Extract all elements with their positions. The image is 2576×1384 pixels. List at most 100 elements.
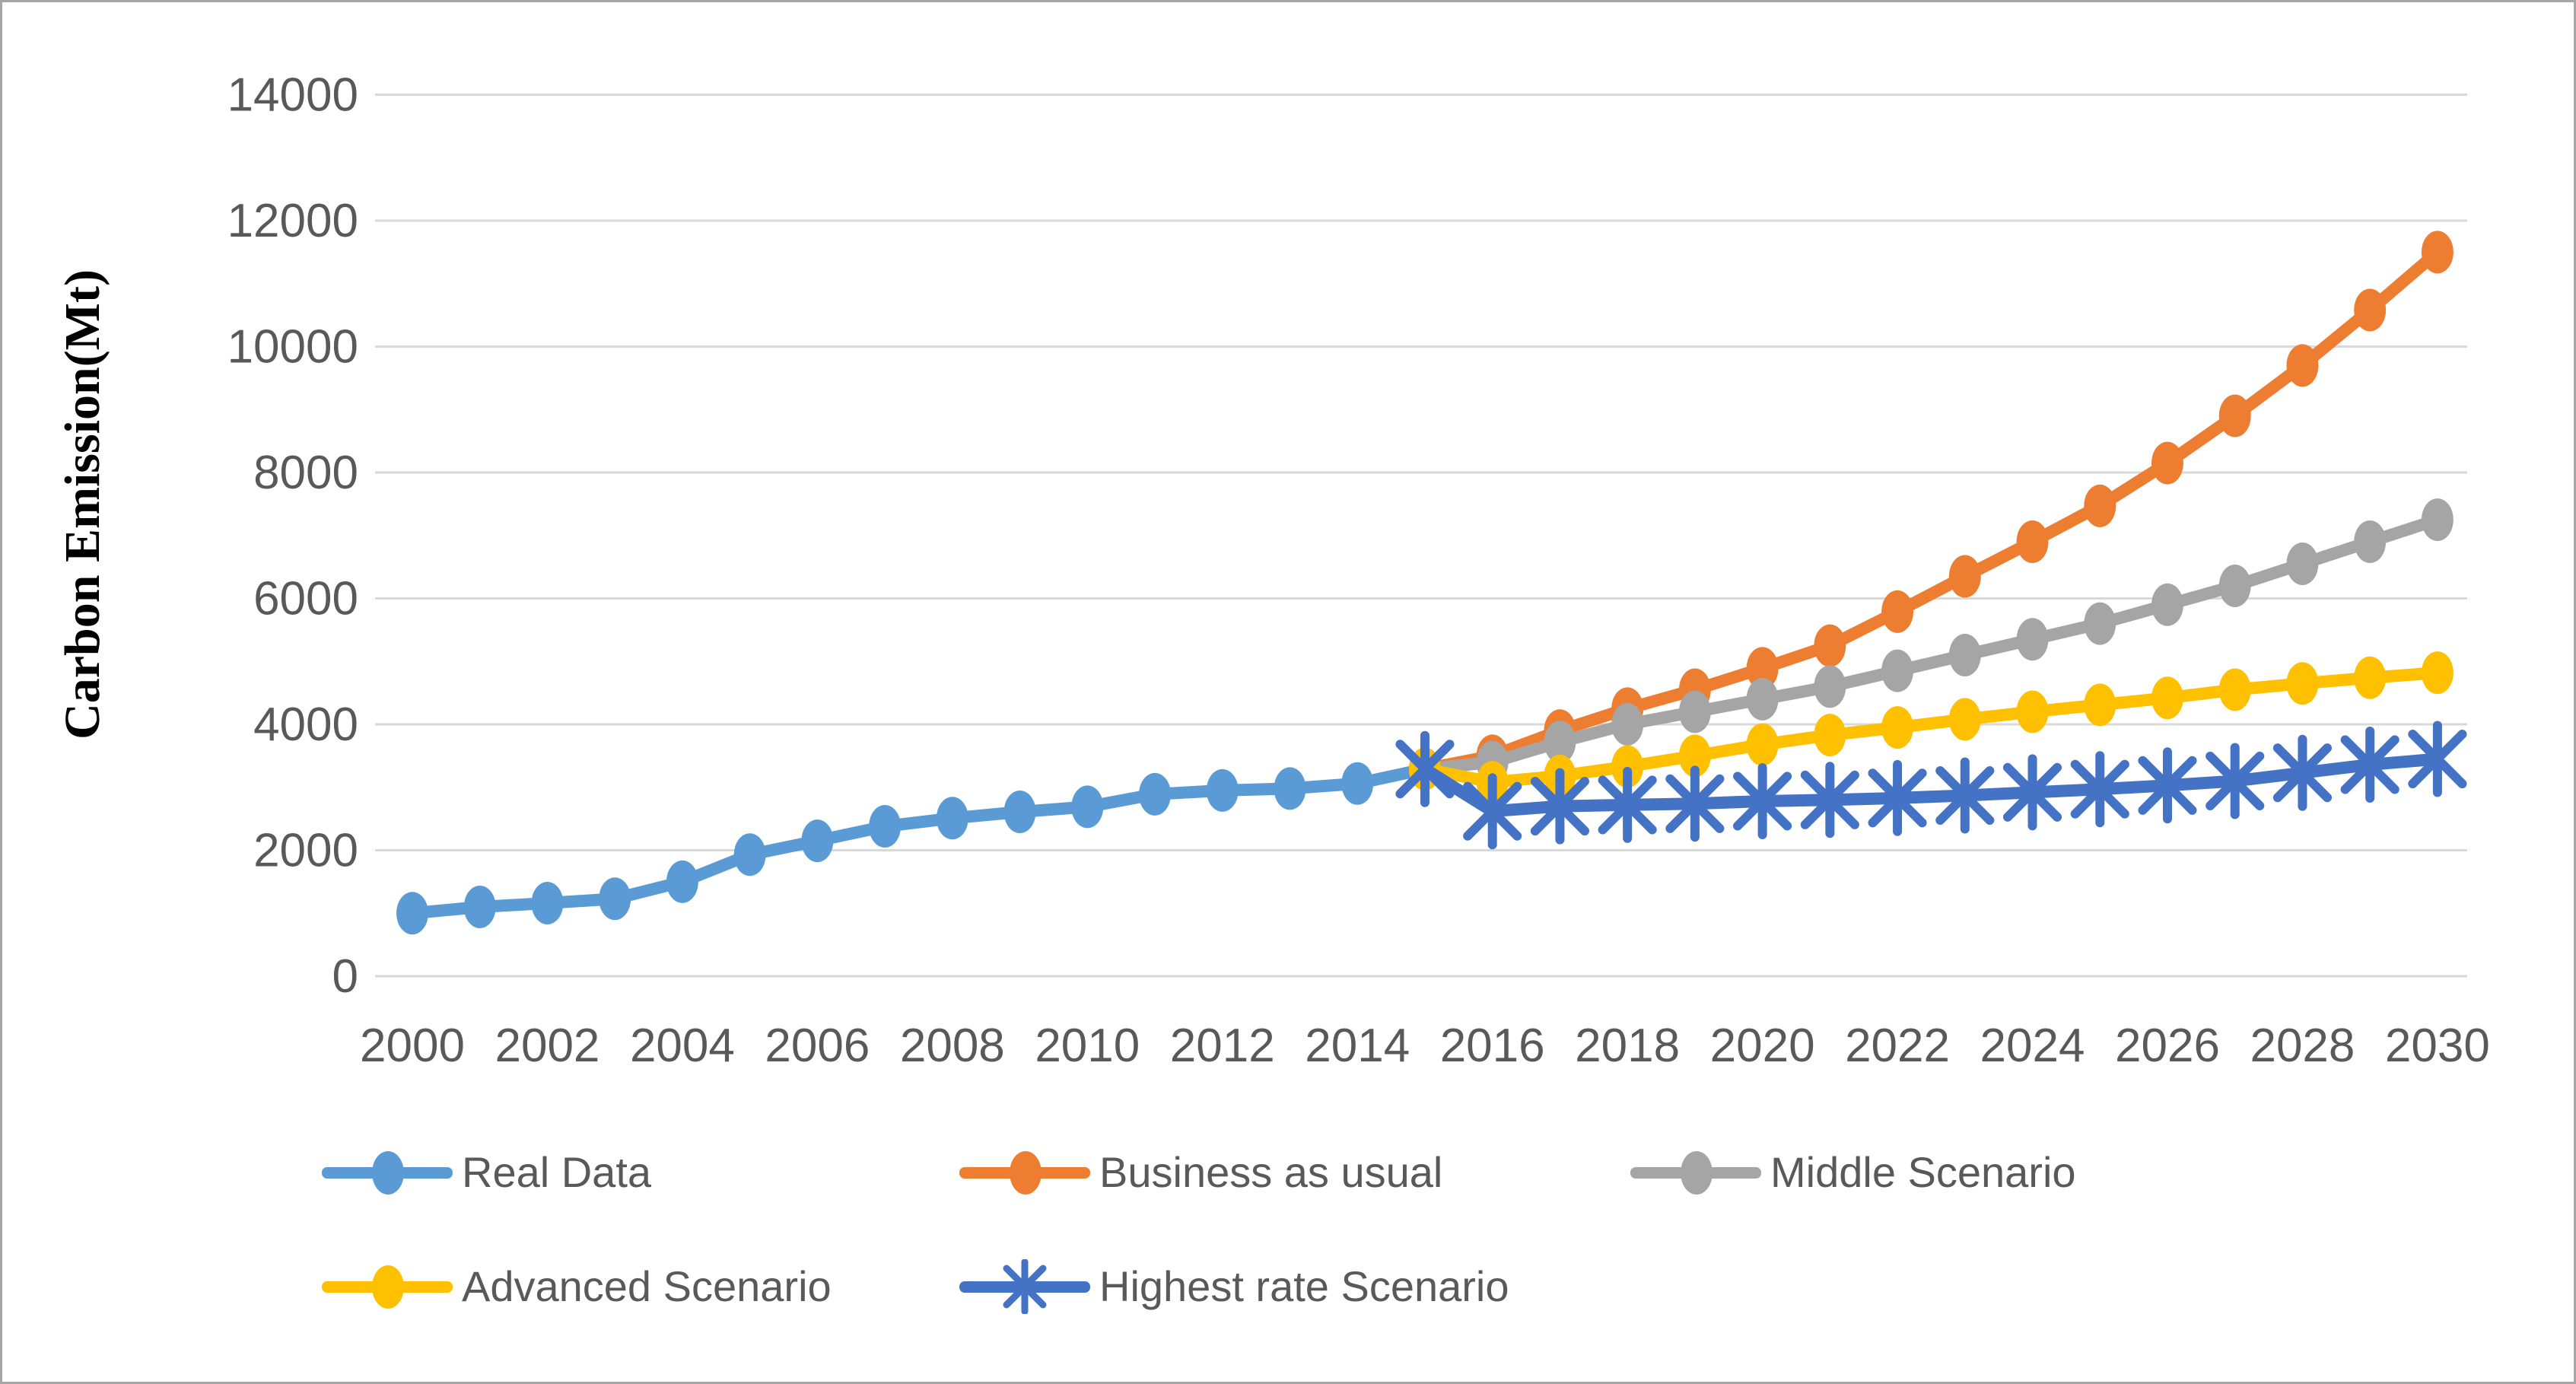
- x-tick-label: 2030: [2385, 1020, 2490, 1072]
- ellipse-marker-icon: [1814, 665, 1846, 708]
- ellipse-marker-icon: [599, 877, 631, 921]
- ellipse-marker-icon: [1139, 772, 1172, 816]
- x-tick-label: 2002: [495, 1020, 599, 1072]
- ellipse-marker-icon: [2084, 484, 2116, 527]
- ellipse-marker-icon: [1814, 624, 1846, 667]
- ellipse-marker-icon: [1274, 767, 1306, 810]
- ellipse-marker-icon: [2218, 564, 2251, 607]
- ellipse-marker-icon: [1746, 723, 1779, 766]
- ellipse-marker-icon: [1611, 703, 1644, 746]
- x-tick-label: 2018: [1575, 1020, 1680, 1072]
- gridlines: [375, 94, 2467, 978]
- ellipse-marker-icon: [2016, 618, 2049, 661]
- series-line: [1418, 752, 2444, 818]
- y-axis-title: Carbon Emission(Mt): [55, 269, 110, 740]
- x-tick-label: 2016: [1440, 1020, 1545, 1072]
- ellipse-marker-icon: [2354, 288, 2387, 332]
- x-tick-label: 2012: [1170, 1020, 1275, 1072]
- ellipse-marker-icon: [2286, 662, 2319, 705]
- x-axis-tick-labels: 2000 2002 2004 2006 2008 2010 2012 2014 2016 2018…: [360, 1020, 2490, 1072]
- series-highest-rate-scenario: [1395, 721, 2467, 850]
- ellipse-marker-icon: [2084, 602, 2116, 645]
- series-line: [1418, 246, 2444, 775]
- ellipse-marker-icon: [2151, 441, 2183, 485]
- ellipse-marker-icon: [2151, 583, 2183, 626]
- y-tick-label: 2000: [253, 825, 358, 877]
- x-tick-label: 2014: [1305, 1020, 1410, 1072]
- ellipse-marker-icon: [801, 819, 834, 863]
- ellipse-marker-icon: [666, 860, 698, 903]
- ellipse-marker-icon: [531, 882, 564, 925]
- star-marker-icon: [2002, 762, 2062, 822]
- ellipse-marker-icon: [2354, 520, 2387, 564]
- y-tick-label: 4000: [253, 698, 358, 751]
- star-marker-icon: [2408, 729, 2467, 789]
- series-advanced-scenario: [1408, 651, 2454, 804]
- star-marker-icon: [2272, 743, 2332, 803]
- ellipse-marker-icon: [2286, 344, 2319, 387]
- ellipse-marker-icon: [1814, 714, 1846, 757]
- x-tick-label: 2000: [360, 1020, 465, 1072]
- series-line: [1418, 514, 2444, 775]
- star-marker-icon: [1868, 768, 1927, 828]
- x-tick-label: 2020: [1710, 1020, 1815, 1072]
- star-marker-icon: [2138, 756, 2197, 815]
- ellipse-marker-icon: [1341, 762, 1374, 805]
- star-marker-icon: [1800, 770, 1859, 829]
- ellipse-marker-icon: [2084, 683, 2116, 727]
- ellipse-marker-icon: [463, 885, 496, 928]
- x-tick-label: 2028: [2250, 1020, 2355, 1072]
- series-business-as-usual: [1408, 231, 2454, 791]
- star-marker-icon: [1733, 772, 1792, 831]
- ellipse-marker-icon: [1746, 677, 1779, 721]
- ellipse-marker-icon: [1746, 647, 1779, 690]
- y-tick-label: 0: [332, 950, 358, 1003]
- star-marker-icon: [1530, 777, 1589, 836]
- series-middle-scenario: [1408, 498, 2454, 791]
- ellipse-marker-icon: [2016, 690, 2049, 733]
- star-marker-icon: [1395, 740, 1455, 799]
- y-tick-label: 14000: [227, 69, 358, 122]
- x-tick-label: 2004: [630, 1020, 735, 1072]
- ellipse-marker-icon: [2286, 542, 2319, 585]
- ellipse-marker-icon: [1544, 721, 1576, 764]
- star-marker-icon: [1665, 774, 1725, 833]
- series-line: [1418, 667, 2444, 789]
- ellipse-marker-icon: [2421, 651, 2454, 695]
- ellipse-marker-icon: [2016, 520, 2049, 564]
- series-line: [406, 762, 1431, 920]
- star-marker-icon: [1598, 775, 1657, 835]
- y-tick-label: 10000: [227, 321, 358, 374]
- ellipse-marker-icon: [1881, 590, 1914, 633]
- ellipse-marker-icon: [2354, 656, 2387, 699]
- ellipse-marker-icon: [1611, 745, 1644, 788]
- ellipse-marker-icon: [733, 833, 766, 877]
- y-tick-label: 12000: [227, 195, 358, 247]
- star-marker-icon: [2070, 759, 2129, 819]
- ellipse-marker-icon: [1881, 706, 1914, 749]
- star-marker-icon: [1463, 781, 1522, 841]
- x-tick-label: 2022: [1845, 1020, 1950, 1072]
- ellipse-marker-icon: [1948, 555, 1981, 598]
- ellipse-marker-icon: [1881, 649, 1914, 692]
- x-tick-label: 2010: [1035, 1020, 1140, 1072]
- ellipse-marker-icon: [2151, 676, 2183, 720]
- x-tick-label: 2026: [2115, 1020, 2220, 1072]
- star-marker-icon: [2340, 735, 2399, 794]
- x-tick-label: 2006: [765, 1020, 870, 1072]
- ellipse-marker-icon: [1206, 768, 1239, 812]
- ellipse-marker-icon: [869, 805, 902, 848]
- ellipse-marker-icon: [1678, 690, 1711, 733]
- ellipse-marker-icon: [2421, 498, 2454, 542]
- ellipse-marker-icon: [2218, 668, 2251, 711]
- y-tick-label: 6000: [253, 573, 358, 625]
- y-axis-tick-labels: 0 2000 4000 6000 8000 10000 12000 14000: [227, 69, 358, 1004]
- ellipse-marker-icon: [1678, 734, 1711, 778]
- ellipse-marker-icon: [396, 892, 428, 935]
- x-tick-label: 2008: [900, 1020, 1005, 1072]
- ellipse-marker-icon: [1003, 791, 1036, 834]
- series-real-data: [396, 747, 1441, 935]
- ellipse-marker-icon: [2218, 394, 2251, 437]
